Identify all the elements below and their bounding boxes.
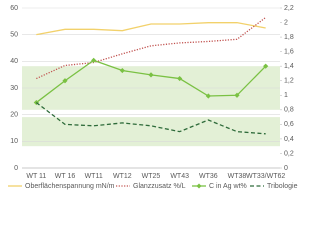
point-marker [263,63,269,69]
y-tick-label: 0 [14,165,18,172]
legend-marker [196,183,202,189]
y-tick-label: 50 [10,32,18,39]
y2-tick-label: 1,2 [284,78,294,85]
x-tick-label: WT38 [228,173,247,180]
y-tick-label: 20 [10,112,18,119]
y2-tick-label: 0,6 [284,121,294,128]
legend-label: Glanzzusatz %/L [133,183,186,190]
legend-label: Oberflächenspannung mN/m [25,183,115,190]
y-tick-label: 10 [10,138,18,145]
y2-tick-label: 2 [284,19,288,26]
point-marker [177,75,183,82]
point-marker [148,72,154,78]
x-tick-label: WT33/WT62 [246,173,285,180]
legend-label: Tribologie [267,183,298,190]
legend-label: C in Ag wt% [209,183,247,190]
y2-tick-label: 1,8 [284,34,294,41]
x-tick-label: WT11 [85,173,103,180]
y-tick-label: 60 [10,5,18,12]
point-marker [205,93,211,99]
y2-tick-label: 1,6 [284,48,294,55]
x-tick-label: WT36 [199,173,218,180]
point-marker [62,78,68,84]
x-tick-label: WT 11 [26,173,46,180]
y2-tick-label: 2,2 [284,5,294,12]
y2-tick-label: 0,8 [284,107,294,114]
y2-tick-label: 1,4 [284,63,294,70]
point-marker [91,57,97,63]
point-marker [234,92,240,98]
series-line [36,22,266,36]
point-marker [119,67,125,74]
x-tick-label: WT25 [142,173,161,180]
y2-tick-label: 0 [284,165,288,172]
x-tick-label: WT43 [170,173,189,180]
y2-tick-label: 0,2 [284,150,294,157]
series-line [35,102,266,135]
y-tick-label: 30 [10,85,18,92]
x-tick-label: WT12 [113,173,132,180]
series-line [36,16,267,80]
chart: 0 10 20 30 40 50 60 0 0,2 0,4 0,6 0,8 1 1,2 1,4 1,6 1,8 2… [8,5,298,190]
y2-tick-label: 1 [284,92,288,99]
y-tick-label: 40 [10,58,18,65]
x-tick-label: WT 16 [55,173,76,180]
y2-tick-label: 0,4 [284,136,294,143]
